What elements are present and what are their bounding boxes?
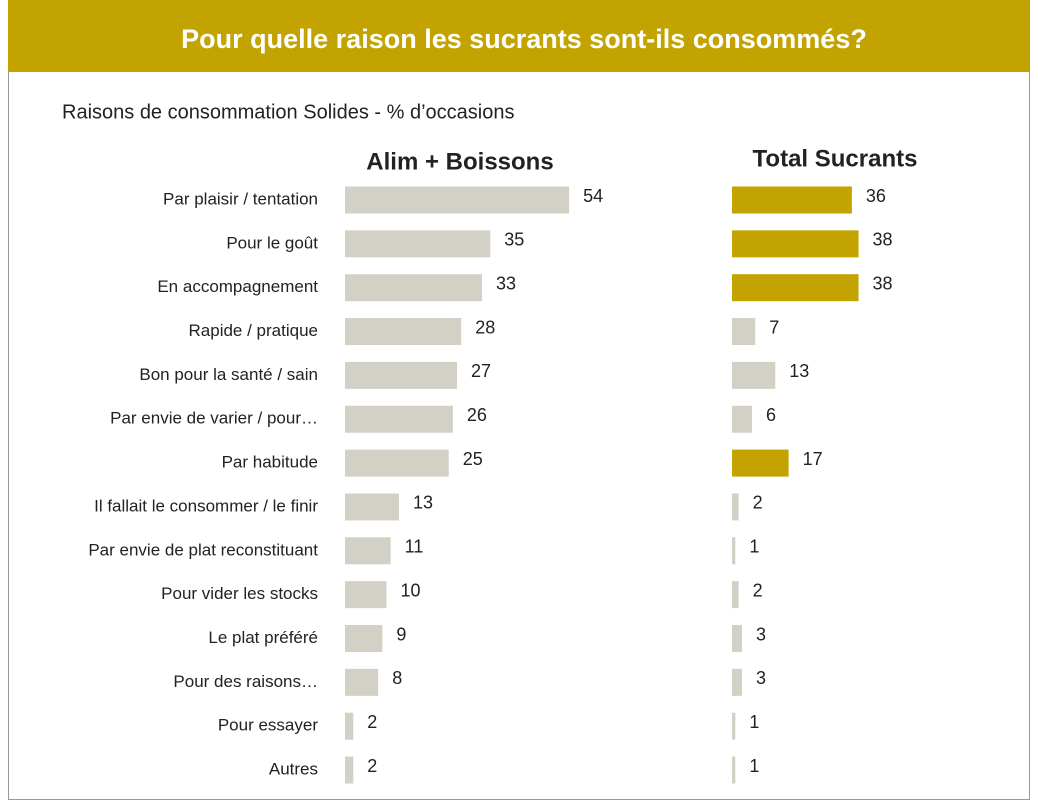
category-label: Pour des raisons… <box>173 672 318 691</box>
bar <box>345 449 449 477</box>
bar <box>732 449 789 477</box>
category-label: Pour essayer <box>218 716 318 735</box>
category-label: Par envie de varier / pour… <box>110 409 318 428</box>
header-band <box>8 0 1030 72</box>
bar <box>732 361 776 389</box>
bar <box>345 274 482 302</box>
bar <box>345 186 570 214</box>
subtitle: Raisons de consommation Solides - % d’oc… <box>62 101 514 123</box>
value-label: 3 <box>756 668 766 688</box>
value-label: 38 <box>873 230 893 250</box>
value-label: 2 <box>753 493 763 513</box>
bar <box>345 625 383 652</box>
value-label: 33 <box>496 273 516 293</box>
bar <box>732 756 736 784</box>
bar <box>732 186 852 214</box>
category-label: Rapide / pratique <box>189 321 318 340</box>
value-label: 17 <box>803 449 823 469</box>
bar <box>345 405 453 433</box>
bar <box>345 756 354 784</box>
value-label: 13 <box>413 493 433 513</box>
bar <box>345 318 462 346</box>
value-label: 13 <box>789 361 809 381</box>
value-label: 35 <box>504 230 524 250</box>
category-label: Autres <box>269 760 318 779</box>
bar <box>345 712 354 740</box>
value-label: 10 <box>401 580 421 600</box>
bar <box>732 274 859 302</box>
bar <box>732 581 739 609</box>
value-label: 8 <box>392 668 402 688</box>
value-label: 2 <box>367 756 377 776</box>
bar <box>345 537 391 565</box>
category-label: Par plaisir / tentation <box>163 189 318 208</box>
value-label: 1 <box>749 537 759 557</box>
bar <box>732 537 736 565</box>
value-label: 54 <box>583 186 603 206</box>
bar <box>345 230 491 258</box>
value-label: 26 <box>467 405 487 425</box>
bar <box>732 318 756 346</box>
bar <box>732 230 859 258</box>
panel-title: Total Sucrants <box>753 145 918 172</box>
bar <box>732 405 752 433</box>
value-label: 7 <box>769 317 779 337</box>
bar <box>732 493 739 521</box>
value-label: 11 <box>405 537 424 557</box>
value-label: 2 <box>367 712 377 732</box>
category-label: Bon pour la santé / sain <box>139 365 318 384</box>
value-label: 3 <box>756 624 766 644</box>
value-label: 27 <box>471 361 491 381</box>
bar <box>345 581 387 609</box>
chart-title: Pour quelle raison les sucrants sont-ils… <box>181 24 867 54</box>
panel-title: Alim + Boissons <box>366 148 553 175</box>
value-label: 1 <box>749 756 759 776</box>
bar <box>345 493 399 521</box>
category-label: Il fallait le consommer / le finir <box>94 496 318 515</box>
value-label: 36 <box>866 186 886 206</box>
value-label: 9 <box>396 624 406 644</box>
category-label: Pour le goût <box>226 233 318 252</box>
category-label: Le plat préféré <box>208 628 318 647</box>
bar <box>732 668 742 696</box>
bar <box>732 712 736 740</box>
category-label: Par envie de plat reconstituant <box>88 540 318 559</box>
value-label: 28 <box>475 317 495 337</box>
value-label: 38 <box>873 273 893 293</box>
value-label: 6 <box>766 405 776 425</box>
bar <box>345 361 458 389</box>
value-label: 25 <box>463 449 483 469</box>
bar <box>732 625 742 652</box>
value-label: 2 <box>753 580 763 600</box>
value-label: 1 <box>749 712 759 732</box>
bar <box>345 668 379 696</box>
category-label: En accompagnement <box>157 277 318 296</box>
category-label: Par habitude <box>222 453 318 472</box>
category-label: Pour vider les stocks <box>161 584 318 603</box>
